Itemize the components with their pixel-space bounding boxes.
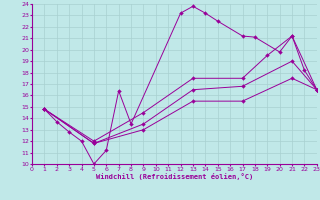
X-axis label: Windchill (Refroidissement éolien,°C): Windchill (Refroidissement éolien,°C) bbox=[96, 173, 253, 180]
